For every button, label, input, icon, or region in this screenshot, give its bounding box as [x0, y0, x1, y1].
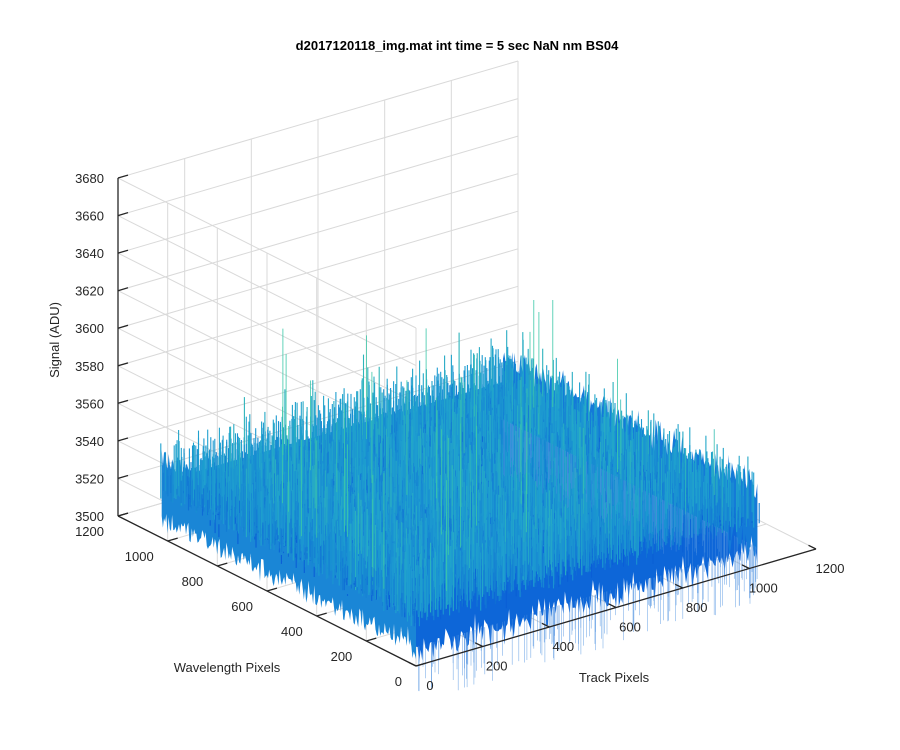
wall-grid-line: [117, 323, 519, 442]
wall-grid-line: [117, 98, 519, 217]
wall-grid-line: [117, 285, 519, 404]
wall-grid-line: [117, 177, 417, 329]
wall-grid-line: [117, 210, 519, 329]
wall-grid-line: [117, 248, 519, 367]
wall-grid-line: [117, 135, 519, 254]
wall-grid-line: [117, 60, 519, 179]
wall-grid-line: [117, 173, 519, 292]
surface-layer: [160, 300, 760, 692]
